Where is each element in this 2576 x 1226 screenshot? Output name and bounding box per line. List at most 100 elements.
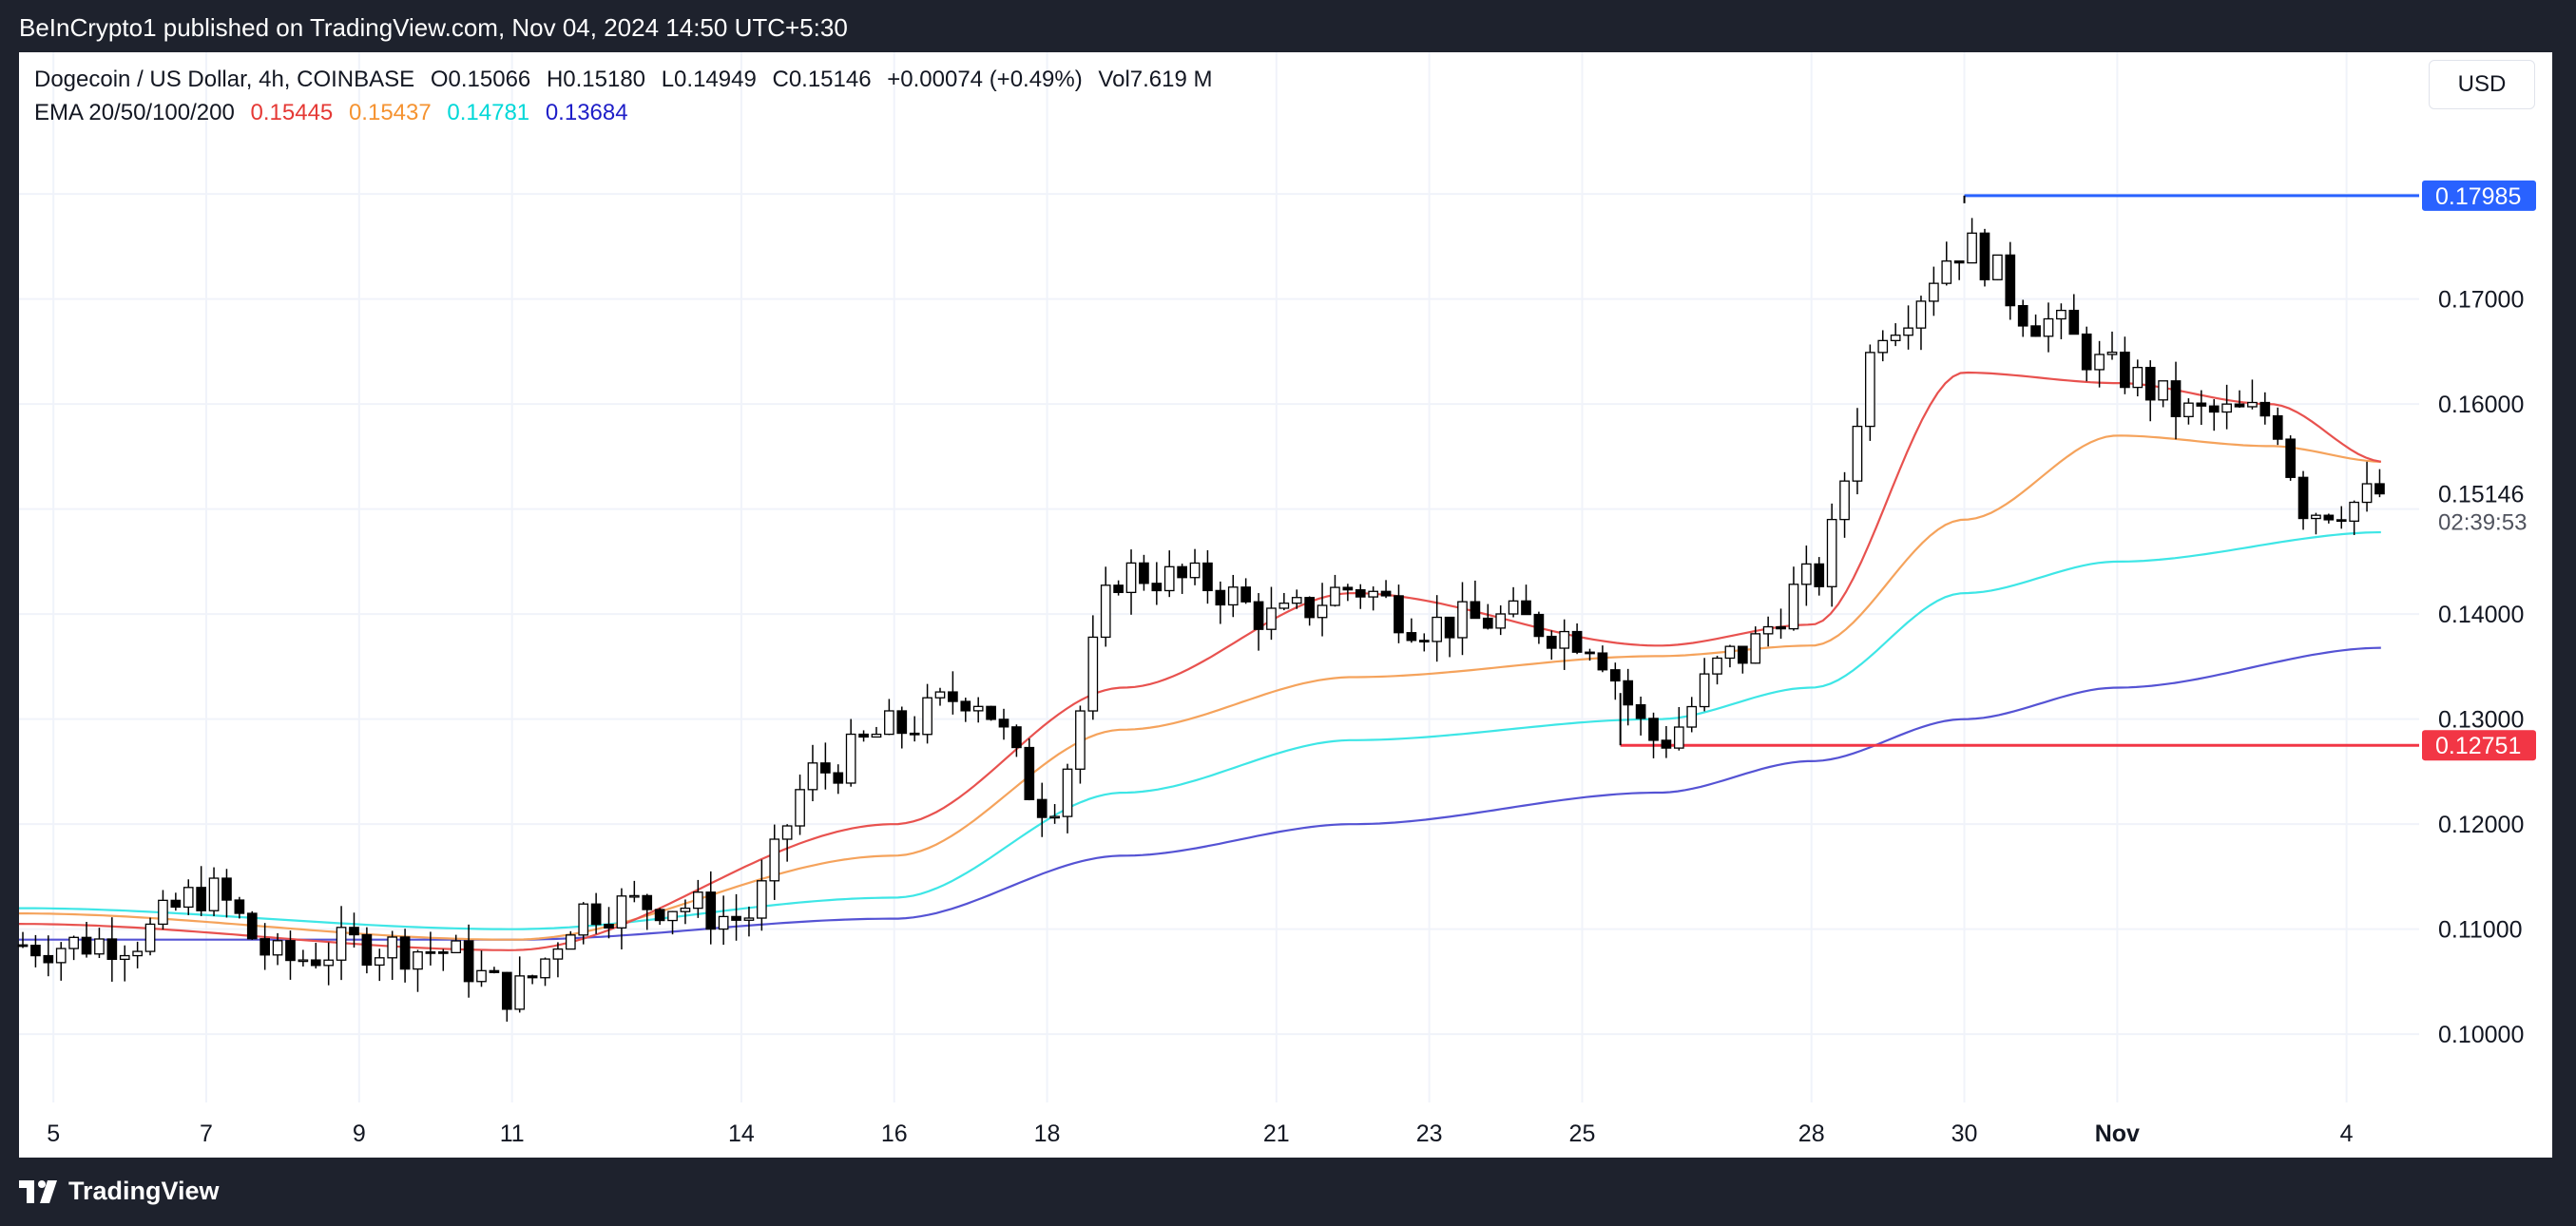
candle — [1482, 603, 1493, 630]
candle-body — [845, 733, 856, 784]
candle — [1202, 549, 1213, 604]
candle — [2120, 336, 2130, 394]
candle-body — [2158, 380, 2168, 401]
candle-body — [2323, 514, 2335, 521]
candle-body — [476, 969, 487, 983]
candle-body — [2183, 402, 2194, 417]
candle — [1673, 706, 1684, 751]
candle-body — [1826, 518, 1837, 587]
candle — [2336, 506, 2347, 529]
candle-body — [246, 912, 258, 940]
tradingview-brand[interactable]: TradingView — [68, 1177, 220, 1205]
candle-body — [1788, 584, 1799, 630]
candle-body — [1750, 633, 1761, 664]
candle-body — [2030, 325, 2041, 337]
candle — [922, 683, 932, 744]
publish-header: BeInCrypto1 published on TradingView.com… — [0, 0, 2576, 52]
candle-body — [2017, 304, 2028, 327]
candle-body — [1240, 586, 1251, 603]
price-tick-label: 0.17000 — [2438, 287, 2524, 314]
candle-body — [998, 718, 1009, 728]
candle-body — [1852, 425, 1863, 482]
candle — [1623, 668, 1634, 726]
candle — [1762, 616, 1774, 647]
candle-body — [2056, 309, 2067, 320]
candle-body — [1929, 282, 1939, 302]
time-tick-label: 23 — [1416, 1121, 1443, 1147]
candle — [604, 907, 614, 939]
price-tick-label: 0.10000 — [2438, 1022, 2524, 1048]
candle — [413, 949, 423, 992]
candle — [667, 910, 678, 935]
candle-body — [642, 894, 653, 910]
candle — [909, 716, 920, 742]
candle — [781, 824, 793, 862]
candle — [948, 671, 958, 715]
candle — [2234, 390, 2245, 409]
candle-body — [1609, 669, 1621, 682]
candle — [1953, 260, 1965, 280]
candle-body — [2144, 366, 2156, 401]
candle-body — [2374, 483, 2385, 495]
candle-body — [2170, 380, 2182, 417]
candle — [2144, 360, 2156, 422]
candle-body — [30, 945, 41, 957]
ema-50-value: 0.15437 — [348, 100, 432, 125]
candle — [2285, 435, 2296, 481]
candle-body — [425, 950, 436, 954]
candle — [2068, 294, 2080, 335]
candle — [1839, 471, 1850, 538]
ohlc-close: C0.15146 — [772, 67, 872, 92]
candle-body — [1495, 613, 1507, 629]
candle — [451, 934, 462, 954]
candle-body — [1100, 584, 1111, 639]
candle-body — [552, 948, 564, 960]
candle-body — [1151, 583, 1163, 592]
candle — [1521, 584, 1531, 616]
candle-body — [1967, 232, 1977, 264]
candle-body — [489, 969, 500, 973]
candle — [680, 899, 691, 925]
price-tick-label: 0.11000 — [2438, 917, 2523, 944]
candle-body — [437, 950, 449, 954]
candle — [361, 927, 373, 974]
currency-button[interactable]: USD — [2429, 60, 2535, 109]
time-tick-label: 30 — [1951, 1121, 1978, 1147]
ohlc-open: O0.15066 — [430, 67, 531, 92]
candle — [2297, 470, 2309, 530]
time-tick-label: 9 — [353, 1121, 366, 1147]
candle-body — [1278, 603, 1290, 609]
candle — [310, 943, 321, 969]
ohlc-change: +0.00074 (+0.49%) — [887, 67, 1083, 92]
candle — [1125, 549, 1137, 615]
candle — [998, 708, 1009, 740]
candle-body — [170, 899, 182, 909]
candle-body — [972, 705, 984, 712]
candle-body — [1635, 703, 1646, 719]
candle-body — [298, 959, 309, 963]
candle — [757, 859, 767, 931]
candle — [1826, 503, 1837, 607]
candle — [1227, 574, 1239, 618]
candle — [1011, 724, 1022, 757]
candle — [1737, 645, 1748, 674]
candle — [2158, 380, 2168, 408]
candle — [1699, 658, 1710, 712]
candle — [2170, 361, 2182, 440]
candle-body — [667, 910, 678, 922]
candle — [578, 902, 589, 945]
candle-body — [1699, 673, 1710, 708]
candle — [1686, 697, 1698, 733]
symbol-name[interactable]: Dogecoin / US Dollar, 4h, COINBASE — [34, 67, 415, 92]
candle — [1380, 580, 1392, 599]
ema-label[interactable]: EMA 20/50/100/200 — [34, 100, 235, 125]
candle — [2361, 461, 2373, 512]
candle-body — [590, 903, 602, 926]
candle — [1533, 611, 1545, 644]
candle — [1571, 623, 1583, 655]
candle-body — [1139, 562, 1149, 584]
candle-body — [1202, 562, 1213, 592]
candle — [986, 705, 996, 721]
candle — [1291, 589, 1302, 609]
